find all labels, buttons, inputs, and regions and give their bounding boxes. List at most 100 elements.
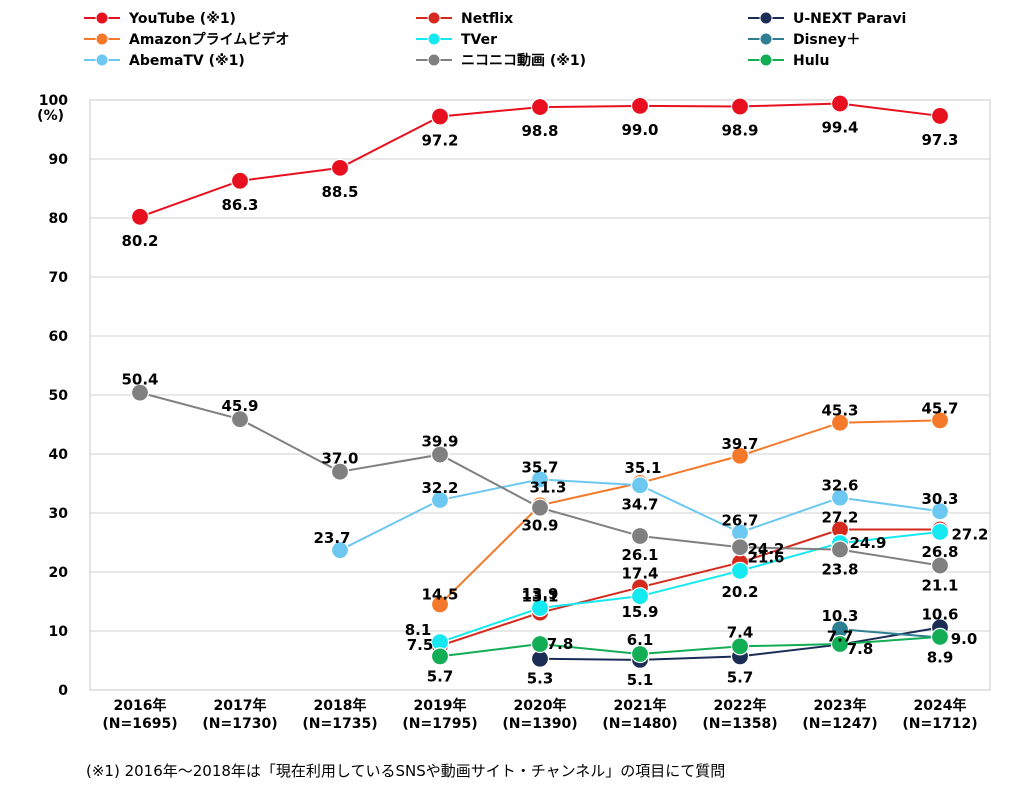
data-point (830, 413, 850, 432)
legend: YouTube (※1) Amazonプライムビデオ AbemaTV (※1) Net… (84, 11, 906, 69)
data-label: 7.4 (727, 623, 754, 641)
data-label: 27.2 (951, 526, 988, 544)
y-tick-label: 10 (49, 624, 69, 640)
data-point (730, 561, 750, 580)
data-label: 6.1 (627, 631, 654, 649)
data-label: 45.9 (221, 397, 258, 415)
data-label: 26.1 (621, 546, 658, 564)
data-label: 24.9 (849, 534, 886, 552)
data-point (230, 410, 250, 429)
y-tick-label: 100 (39, 93, 68, 109)
legend-marker (759, 32, 773, 46)
data-point (130, 383, 150, 402)
legend-marker (759, 11, 773, 25)
series-markers (130, 94, 950, 670)
data-label: 14.5 (421, 585, 458, 603)
data-point (730, 97, 750, 116)
data-point (130, 207, 150, 226)
legend-label: Amazonプライムビデオ (129, 31, 289, 48)
data-label: 26.7 (721, 511, 758, 529)
series-line (439, 528, 940, 647)
series-line (839, 628, 941, 639)
data-label: 5.7 (727, 668, 754, 686)
data-point (430, 647, 450, 666)
y-tick-label: 90 (49, 152, 69, 168)
y-tick-label: 50 (49, 388, 69, 404)
data-point (930, 502, 950, 521)
data-label: 35.1 (624, 459, 661, 477)
data-label: 35.7 (521, 458, 558, 476)
data-point (930, 556, 950, 575)
data-point (230, 171, 250, 190)
x-tick-year: 2024年 (914, 697, 967, 714)
data-label: 10.3 (821, 607, 858, 625)
data-point (630, 644, 650, 664)
data-labels: 80.2 86.3 88.5 97.2 98.8 99.0 98.9 99.4 97.3 14.5… (121, 119, 988, 689)
series-line (439, 635, 941, 658)
y-axis-unit: (%) (37, 108, 64, 124)
data-label: 23.8 (821, 561, 858, 579)
axes: 0 10 20 30 40 50 60 70 80 90 100(%) 2016年 (N=1695) 20… (37, 93, 977, 732)
data-point (330, 158, 350, 177)
data-point (930, 106, 950, 126)
data-point (530, 598, 550, 618)
x-tick-n: (N=1730) (202, 716, 277, 732)
data-label: 45.3 (821, 402, 858, 420)
data-label: 24.2 (747, 540, 784, 558)
data-label: 8.9 (927, 648, 954, 666)
data-label: 39.9 (421, 433, 458, 451)
series-lines (139, 102, 941, 661)
data-label: 7.7 (827, 628, 854, 646)
legend-label: Disney＋ (793, 32, 860, 48)
data-label: 99.0 (621, 121, 658, 139)
data-label: 31.3 (529, 478, 566, 496)
data-point (830, 488, 850, 507)
x-tick-n: (N=1712) (902, 716, 977, 732)
data-point (730, 637, 750, 656)
data-label: 86.3 (221, 196, 258, 214)
legend-marker (427, 32, 441, 46)
legend-label: Netflix (461, 11, 513, 27)
data-label: 8.1 (405, 621, 432, 639)
legend-marker (427, 11, 441, 25)
data-point (830, 634, 850, 654)
data-point (530, 634, 550, 654)
data-label: 99.4 (821, 119, 858, 137)
x-tick-year: 2018年 (314, 697, 367, 714)
legend-marker (427, 53, 441, 67)
data-label: 21.6 (747, 549, 784, 567)
series-line (439, 419, 941, 606)
y-tick-label: 60 (49, 329, 69, 345)
data-point (830, 94, 850, 113)
x-tick-year: 2023年 (814, 697, 867, 714)
data-label: 7.5 (407, 636, 434, 654)
legend-marker (95, 11, 109, 25)
y-tick-label: 20 (49, 565, 69, 581)
data-label: 13.9 (521, 585, 558, 603)
data-point (430, 595, 450, 614)
data-point (830, 540, 850, 559)
y-tick-label: 30 (49, 506, 69, 522)
legend-label: TVer (461, 32, 497, 48)
data-label: 13.1 (521, 588, 558, 606)
data-label: 98.8 (521, 122, 558, 140)
data-point (530, 97, 550, 117)
data-point (930, 522, 950, 541)
data-label: 21.1 (921, 577, 958, 595)
data-point (330, 541, 350, 560)
legend-marker (759, 53, 773, 67)
data-point (530, 498, 550, 517)
data-label: 97.3 (921, 131, 958, 149)
x-tick-n: (N=1390) (502, 716, 577, 732)
data-label: 45.7 (921, 399, 958, 417)
y-tick-label: 0 (58, 683, 68, 699)
legend-label: YouTube (※1) (128, 11, 236, 27)
legend-label: ニコニコ動画 (※1) (461, 52, 586, 69)
x-tick-n: (N=1480) (602, 716, 677, 732)
data-label: 23.7 (313, 529, 350, 547)
y-tick-label: 70 (49, 270, 69, 286)
legend-marker (95, 53, 109, 67)
series-line (139, 102, 941, 218)
data-label: 98.9 (721, 121, 758, 139)
